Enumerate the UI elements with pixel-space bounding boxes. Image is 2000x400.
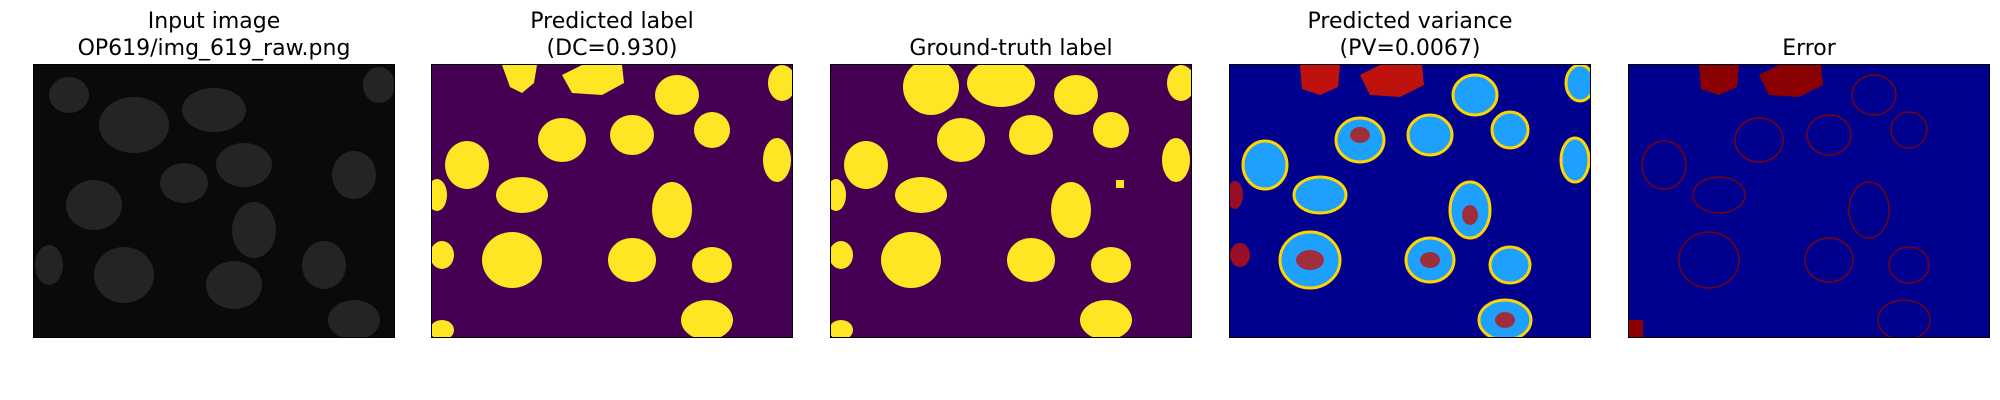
title-line-1: Predicted variance [1229, 8, 1591, 35]
title-line-1: Ground-truth label [830, 35, 1192, 62]
input-image-canvas [34, 65, 394, 337]
panel-title-ground-truth: Ground-truth label [830, 0, 1192, 62]
input-image [33, 64, 395, 338]
ground-truth-label-canvas [831, 65, 1191, 337]
title-line-1: Input image [33, 8, 395, 35]
predicted-label-image [431, 64, 793, 338]
title-line-1: Error [1628, 35, 1990, 62]
panel-title-error: Error [1628, 0, 1990, 62]
predicted-variance-canvas [1230, 65, 1590, 337]
panel-title-input: Input image OP619/img_619_raw.png [33, 0, 395, 62]
panel-title-variance: Predicted variance (PV=0.0067) [1229, 0, 1591, 62]
error-image [1628, 64, 1990, 338]
title-line-2: OP619/img_619_raw.png [33, 35, 395, 62]
error-canvas [1629, 65, 1989, 337]
ground-truth-label-image [830, 64, 1192, 338]
predicted-label-canvas [432, 65, 792, 337]
title-line-1: Predicted label [431, 8, 793, 35]
panel-title-predicted: Predicted label (DC=0.930) [431, 0, 793, 62]
title-line-2: (PV=0.0067) [1229, 35, 1591, 62]
predicted-variance-image [1229, 64, 1591, 338]
title-line-2: (DC=0.930) [431, 35, 793, 62]
